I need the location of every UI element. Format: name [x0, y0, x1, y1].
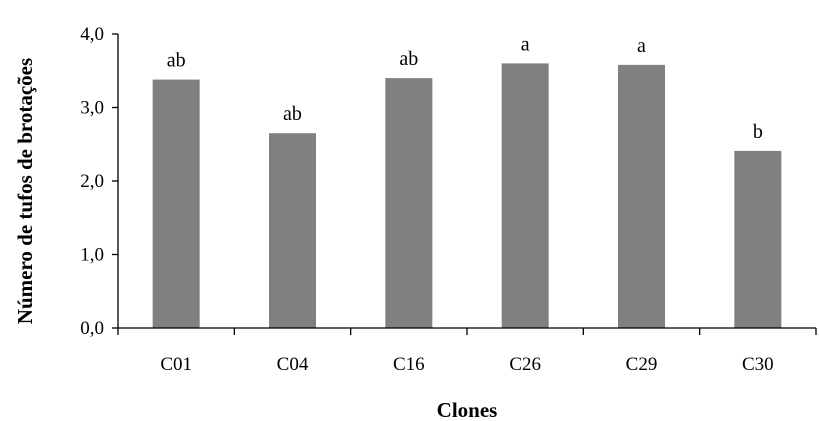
- bar-data-label: ab: [283, 103, 302, 125]
- x-tick-label: C16: [393, 354, 425, 375]
- y-tick-label: 4,0: [80, 24, 104, 45]
- bar-c04: [269, 133, 316, 328]
- bar-data-label: a: [637, 35, 646, 57]
- y-tick-label: 0,0: [80, 318, 104, 339]
- x-tick-label: C29: [626, 354, 658, 375]
- y-tick-label: 2,0: [80, 171, 104, 192]
- bar-c16: [385, 78, 433, 328]
- x-tick-label: C30: [742, 354, 774, 375]
- bars-group: [152, 63, 782, 329]
- ticks-group: 0,0 1,0 2,0 3,0 4,0 C01 C04 C16 C26 C29 C30: [80, 24, 817, 375]
- bar-c29: [618, 64, 665, 329]
- bar-data-label: ab: [399, 48, 418, 70]
- y-axis-title: Número de tufos de brotações: [13, 58, 37, 324]
- bar-c01: [152, 79, 200, 328]
- x-tick-label: C01: [160, 354, 192, 375]
- x-tick-label: C26: [509, 354, 541, 375]
- bar-c30: [734, 150, 782, 328]
- bar-c26: [501, 63, 549, 329]
- x-tick-label: C04: [277, 354, 309, 375]
- bar-data-label: ab: [167, 50, 186, 72]
- axes-group: [117, 34, 816, 329]
- y-tick-label: 3,0: [80, 98, 104, 119]
- x-axis-title: Clones: [437, 398, 498, 421]
- y-tick-label: 1,0: [80, 245, 104, 266]
- bar-data-label: a: [521, 33, 530, 55]
- bar-data-label: b: [753, 121, 763, 143]
